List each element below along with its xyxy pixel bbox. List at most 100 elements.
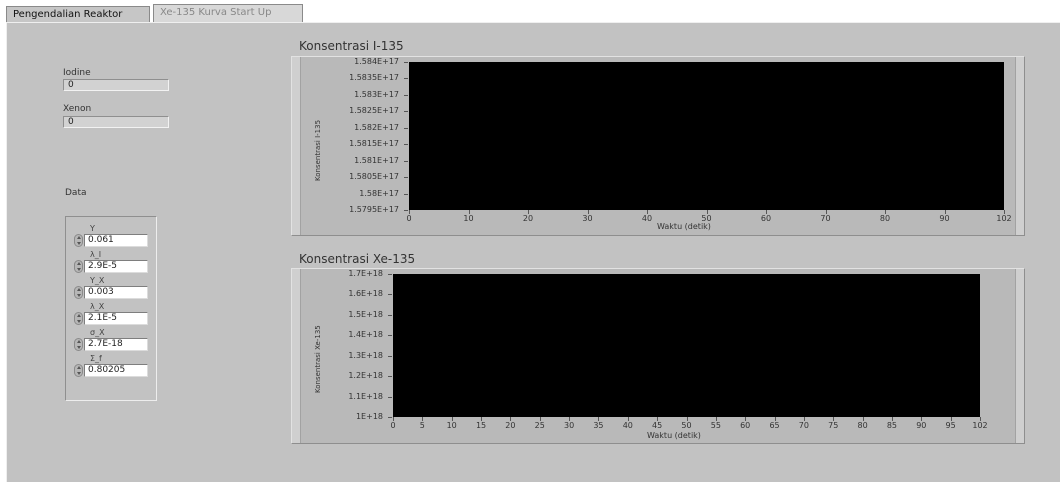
graph-xe135-plot[interactable] — [393, 274, 980, 417]
x-tick-mark — [528, 210, 529, 214]
control-label-y-x: Y_X — [90, 276, 105, 285]
x-tick-mark — [569, 417, 571, 421]
y-tick-label: 1.6E+18 — [348, 289, 383, 299]
y-tick-mark — [388, 396, 392, 398]
iodine-label: Iodine — [63, 68, 91, 78]
x-tick-label: 90 — [939, 214, 950, 223]
control-lambda-x-input[interactable]: 2.1E-5 — [84, 312, 148, 325]
graph-i135-title: Konsentrasi I-135 — [299, 39, 404, 53]
x-tick-mark — [980, 417, 981, 421]
x-tick-label: 20 — [522, 214, 534, 223]
x-tick-mark — [745, 417, 747, 421]
x-tick-mark — [766, 210, 767, 214]
data-group-label: Data — [65, 188, 87, 198]
x-tick-label: 40 — [622, 421, 633, 430]
control-label-lambda-x: λ_X — [90, 302, 105, 311]
x-tick-mark — [950, 417, 952, 421]
x-tick-label: 20 — [505, 421, 516, 430]
y-tick-label: 1.7E+18 — [348, 269, 383, 278]
y-tick-mark — [404, 78, 408, 80]
x-tick-label: 5 — [419, 421, 425, 430]
y-tick-label: 1.584E+17 — [354, 57, 399, 66]
x-tick-label: 55 — [710, 421, 721, 430]
x-tick-label: 10 — [463, 214, 474, 223]
x-tick-label: 80 — [857, 421, 868, 430]
control-lambda-i-input[interactable]: 2.9E-5 — [84, 260, 148, 273]
graph-xe135-title: Konsentrasi Xe-135 — [299, 252, 416, 266]
y-tick-label: 1.5825E+17 — [349, 106, 399, 116]
x-tick-mark — [647, 210, 648, 214]
y-tick-label: 1.3E+18 — [348, 350, 383, 360]
control-sigma-f-input[interactable]: 0.80205 — [84, 364, 148, 377]
x-tick-mark — [598, 417, 600, 421]
x-tick-mark — [944, 210, 946, 214]
graph-i135-plot[interactable] — [409, 62, 1004, 210]
x-tick-label: 40 — [641, 214, 653, 223]
spinner-icon[interactable] — [74, 312, 83, 325]
graph-xe135-frame: Konsentrasi Xe-135 Waktu (detik) 1.7E+18… — [291, 268, 1025, 444]
y-tick-mark — [388, 335, 392, 337]
x-tick-mark — [862, 417, 864, 421]
control-label-y: Y — [90, 224, 95, 233]
y-tick-label: 1.5835E+17 — [349, 73, 399, 83]
y-tick-label: 1.5E+18 — [348, 309, 383, 319]
x-tick-label: 102 — [972, 421, 988, 430]
spinner-icon[interactable] — [74, 234, 83, 247]
y-tick-mark — [404, 210, 408, 211]
x-tick-label: 75 — [828, 421, 839, 430]
y-tick-label: 1E+18 — [355, 412, 383, 421]
x-tick-label: 70 — [820, 214, 831, 223]
data-group: Y 0.061 λ_I 2.9E-5 Y_X 0.003 λ_X 2.1E-5 … — [65, 216, 157, 401]
x-tick-label: 90 — [916, 421, 927, 430]
xenon-indicator: 0 — [63, 116, 169, 128]
x-tick-mark — [833, 417, 835, 421]
x-tick-mark — [393, 417, 394, 421]
y-tick-mark — [388, 274, 392, 275]
y-tick-mark — [388, 294, 392, 296]
control-label-lambda-i: λ_I — [90, 250, 102, 259]
x-tick-mark — [587, 210, 589, 214]
x-tick-label: 65 — [769, 421, 780, 430]
y-tick-label: 1.581E+17 — [354, 155, 399, 165]
y-tick-mark — [404, 62, 408, 63]
x-tick-mark — [657, 417, 659, 421]
x-tick-mark — [715, 417, 717, 421]
x-tick-mark — [686, 417, 688, 421]
y-tick-mark — [388, 376, 392, 378]
spinner-icon[interactable] — [74, 338, 83, 351]
x-tick-label: 95 — [945, 421, 956, 430]
control-label-sigma-x: σ_X — [90, 328, 105, 337]
x-tick-label: 35 — [593, 421, 604, 430]
x-tick-label: 80 — [879, 214, 891, 223]
x-tick-label: 50 — [681, 421, 692, 430]
x-tick-mark — [825, 210, 827, 214]
x-tick-label: 50 — [701, 214, 712, 223]
spinner-icon[interactable] — [74, 286, 83, 299]
control-sigma-x-input[interactable]: 2.7E-18 — [84, 338, 148, 351]
x-tick-mark — [481, 417, 483, 421]
x-tick-mark — [627, 417, 629, 421]
x-tick-mark — [539, 417, 541, 421]
control-y-input[interactable]: 0.061 — [84, 234, 148, 247]
y-tick-mark — [404, 160, 408, 162]
tab-panel: Iodine 0 Xenon 0 Data Y 0.061 λ_I 2.9E-5… — [6, 22, 1060, 482]
x-tick-label: 102 — [996, 214, 1012, 223]
graph-i135-xlabel: Waktu (detik) — [657, 222, 711, 231]
y-tick-mark — [388, 314, 392, 316]
y-tick-label: 1.5795E+17 — [349, 205, 399, 214]
tab-pengendalian-reaktor[interactable]: Pengendalian Reaktor — [6, 6, 150, 22]
x-tick-mark — [409, 210, 410, 214]
x-tick-mark — [468, 210, 470, 214]
y-tick-label: 1.4E+18 — [348, 330, 383, 340]
x-tick-label: 10 — [446, 421, 457, 430]
xenon-label: Xenon — [63, 104, 92, 114]
tab-xe135-start-up[interactable]: Xe-135 Kurva Start Up — [153, 4, 303, 22]
control-y-x-input[interactable]: 0.003 — [84, 286, 148, 299]
graph-i135-frame: Konsentrasi I-135 Waktu (detik) 1.584E+1… — [291, 56, 1025, 236]
x-tick-mark — [891, 417, 893, 421]
spinner-icon[interactable] — [74, 364, 83, 377]
x-tick-label: 60 — [740, 421, 751, 430]
y-tick-label: 1.58E+17 — [359, 188, 399, 198]
spinner-icon[interactable] — [74, 260, 83, 273]
y-tick-label: 1.583E+17 — [354, 89, 399, 99]
